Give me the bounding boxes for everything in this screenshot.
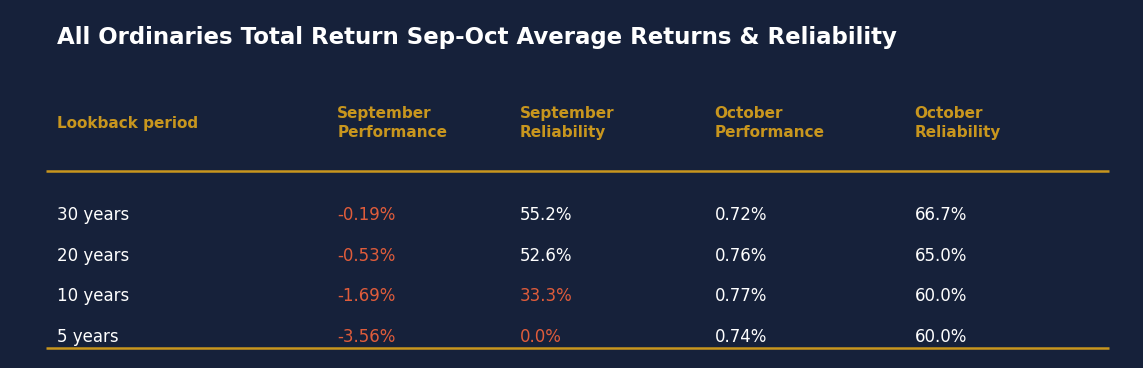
Text: October
Reliability: October Reliability [914,106,1001,140]
Text: September
Performance: September Performance [337,106,447,140]
Text: -0.19%: -0.19% [337,206,395,224]
Text: -1.69%: -1.69% [337,287,395,305]
Text: September
Reliability: September Reliability [520,106,615,140]
Text: 0.76%: 0.76% [714,247,767,265]
Text: All Ordinaries Total Return Sep-Oct Average Returns & Reliability: All Ordinaries Total Return Sep-Oct Aver… [57,26,897,49]
Text: 52.6%: 52.6% [520,247,573,265]
Text: 60.0%: 60.0% [914,287,967,305]
Text: 60.0%: 60.0% [914,328,967,346]
Text: -3.56%: -3.56% [337,328,395,346]
Text: 66.7%: 66.7% [914,206,967,224]
Text: 0.74%: 0.74% [714,328,767,346]
Text: Lookback period: Lookback period [57,116,198,131]
Text: 55.2%: 55.2% [520,206,573,224]
Text: 30 years: 30 years [57,206,129,224]
Text: -0.53%: -0.53% [337,247,395,265]
Text: 0.77%: 0.77% [714,287,767,305]
Text: 5 years: 5 years [57,328,119,346]
Text: 65.0%: 65.0% [914,247,967,265]
Text: 20 years: 20 years [57,247,129,265]
Text: 0.72%: 0.72% [714,206,767,224]
Text: 10 years: 10 years [57,287,129,305]
Text: 33.3%: 33.3% [520,287,573,305]
Text: October
Performance: October Performance [714,106,824,140]
Text: 0.0%: 0.0% [520,328,562,346]
